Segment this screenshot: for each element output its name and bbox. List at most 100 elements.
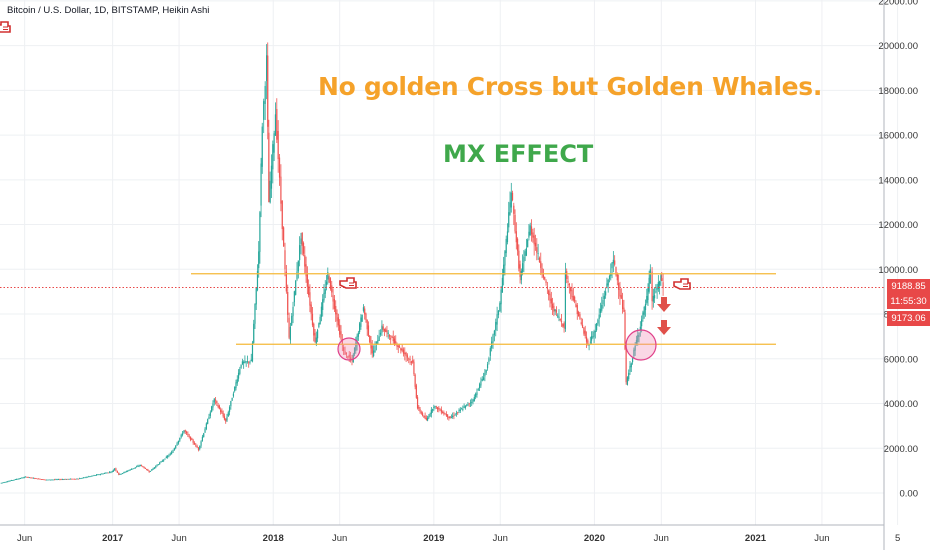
y-tick-label: 6000.00 bbox=[884, 354, 918, 365]
candle-body bbox=[371, 345, 373, 354]
candle-body bbox=[646, 295, 648, 303]
candle-body bbox=[538, 257, 541, 263]
candle-body bbox=[590, 336, 593, 341]
candle-body bbox=[635, 339, 638, 346]
candle-body bbox=[662, 282, 664, 289]
candle-body bbox=[245, 361, 247, 363]
candle-body bbox=[73, 478, 75, 480]
candle-body bbox=[231, 398, 233, 401]
candle-body bbox=[176, 443, 178, 446]
candle-body bbox=[8, 480, 10, 482]
candle-body bbox=[587, 340, 589, 345]
candle-body bbox=[385, 329, 387, 333]
candle-body bbox=[583, 327, 585, 334]
candle-body bbox=[563, 323, 565, 329]
down-arrow-icon bbox=[657, 297, 671, 312]
candle-body bbox=[268, 132, 270, 203]
candle-body bbox=[615, 267, 617, 276]
candle-body bbox=[484, 372, 486, 377]
candle-body bbox=[634, 345, 636, 351]
candle-body bbox=[472, 399, 474, 402]
candle-body bbox=[618, 283, 620, 290]
candle-body bbox=[434, 406, 436, 407]
candle-body bbox=[429, 413, 431, 417]
candle-body bbox=[149, 470, 152, 472]
candle-body bbox=[280, 176, 282, 204]
candle-body bbox=[454, 414, 456, 416]
candle-body bbox=[347, 356, 349, 358]
candle-body bbox=[430, 409, 432, 414]
candle-body bbox=[196, 445, 198, 448]
candle-body bbox=[659, 281, 661, 286]
candle-body bbox=[125, 471, 128, 473]
candle-body bbox=[506, 231, 509, 243]
candle-body bbox=[365, 313, 367, 321]
candle-body bbox=[345, 352, 348, 355]
candle-body bbox=[141, 465, 143, 467]
candle-body bbox=[360, 317, 362, 327]
candle-body bbox=[383, 328, 386, 332]
candle-body bbox=[93, 475, 95, 477]
candle-body bbox=[310, 304, 312, 314]
candle-body bbox=[459, 409, 461, 412]
candle-body bbox=[515, 231, 517, 243]
candle-body bbox=[584, 330, 586, 337]
candle-body bbox=[541, 268, 543, 274]
candle-body bbox=[598, 314, 600, 319]
candle-body bbox=[524, 251, 526, 256]
candle-body bbox=[255, 287, 257, 305]
candle-body bbox=[68, 478, 70, 480]
candle-body bbox=[4, 482, 6, 483]
candle-body bbox=[579, 314, 581, 319]
candle-body bbox=[110, 472, 112, 473]
candle-body bbox=[199, 445, 201, 450]
candle-body bbox=[537, 253, 539, 255]
candle-body bbox=[647, 287, 649, 301]
candle-body bbox=[588, 344, 590, 346]
candle-body bbox=[559, 319, 561, 321]
candle-body bbox=[388, 334, 391, 337]
candle-body bbox=[10, 480, 13, 481]
x-tick-label: 2020 bbox=[584, 533, 605, 544]
candle-body bbox=[296, 271, 298, 280]
candle-body bbox=[643, 306, 645, 315]
candle-body bbox=[530, 226, 533, 235]
candle-body bbox=[50, 479, 52, 481]
candle-body bbox=[497, 310, 500, 315]
candle-body bbox=[488, 358, 490, 362]
candle-body bbox=[250, 359, 252, 362]
candle-body bbox=[555, 310, 558, 313]
candle-body bbox=[370, 342, 372, 349]
candle-body bbox=[152, 468, 154, 470]
candle-body bbox=[288, 317, 290, 338]
candle-body bbox=[362, 307, 365, 311]
candle-body bbox=[115, 468, 117, 471]
candle-body bbox=[578, 312, 580, 317]
candle-body bbox=[40, 479, 42, 480]
candle-body bbox=[90, 475, 92, 477]
candle-body bbox=[55, 479, 57, 481]
candle-body bbox=[71, 478, 73, 480]
candle-body bbox=[281, 200, 283, 230]
candle-body bbox=[369, 335, 371, 343]
candle-body bbox=[540, 261, 542, 268]
candle-body bbox=[331, 285, 333, 293]
candle-body bbox=[82, 477, 85, 479]
candle-body bbox=[297, 260, 299, 272]
candle-body bbox=[193, 442, 196, 445]
candle-body bbox=[440, 409, 442, 413]
candle-body bbox=[444, 413, 446, 415]
candle-body bbox=[616, 274, 618, 281]
candle-body bbox=[237, 372, 240, 379]
candle-body bbox=[316, 329, 319, 339]
candle-body bbox=[283, 227, 285, 247]
candle-body bbox=[67, 478, 69, 480]
candle-body bbox=[442, 412, 444, 414]
candle-body bbox=[364, 308, 366, 315]
candle-body bbox=[431, 409, 434, 411]
candle-body bbox=[77, 478, 79, 480]
candle-body bbox=[405, 352, 407, 356]
candle-body bbox=[204, 428, 206, 433]
